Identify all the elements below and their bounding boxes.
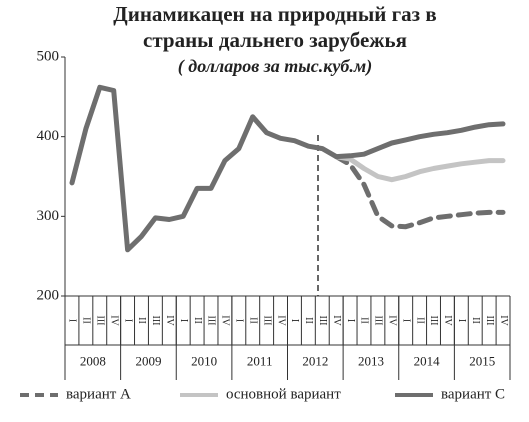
x-tick-label: II [192, 317, 203, 324]
legend-label: основной вариант [226, 386, 341, 402]
x-tick-label: IV [220, 315, 231, 326]
x-tick-label: I [456, 319, 467, 322]
x-tick-label: III [484, 316, 495, 326]
x-tick-label: II [359, 317, 370, 324]
x-tick-label: III [206, 316, 217, 326]
x-tick-label: IV [108, 315, 119, 326]
x-tick-label: I [234, 319, 245, 322]
x-tick-label: II [247, 317, 258, 324]
chart-title: Динамикацен на природный газ в [113, 2, 436, 26]
series-line [333, 154, 506, 230]
x-tick-label: I [178, 319, 189, 322]
x-tick-label: I [345, 319, 356, 322]
x-tick-label: IV [331, 315, 342, 326]
x-tick-label: II [470, 317, 481, 324]
x-tick-label: III [317, 316, 328, 326]
x-tick-label: II [303, 317, 314, 324]
year-label: 2013 [358, 353, 384, 368]
x-tick-label: III [261, 316, 272, 326]
series-line [333, 154, 506, 183]
x-tick-label: I [400, 319, 411, 322]
x-tick-label: III [373, 316, 384, 326]
y-tick-label: 300 [37, 208, 60, 224]
legend-label: вариант А [66, 386, 131, 402]
y-tick-label: 200 [37, 287, 60, 303]
series-line [69, 84, 506, 253]
x-tick-label: III [94, 316, 105, 326]
x-tick-label: IV [442, 315, 453, 326]
x-tick-label: II [414, 317, 425, 324]
x-tick-label: I [122, 319, 133, 322]
x-tick-label: I [67, 319, 78, 322]
x-tick-label: III [150, 316, 161, 326]
x-tick-label: IV [164, 315, 175, 326]
year-label: 2012 [302, 353, 328, 368]
x-tick-label: III [428, 316, 439, 326]
x-tick-label: II [81, 317, 92, 324]
year-label: 2014 [414, 353, 441, 368]
legend-label: вариант С [441, 386, 505, 402]
y-tick-label: 400 [37, 128, 60, 144]
x-tick-label: IV [498, 315, 509, 326]
chart-title: страны дальнего зарубежья [143, 28, 407, 52]
year-label: 2008 [80, 353, 106, 368]
x-tick-label: IV [387, 315, 398, 326]
year-label: 2009 [135, 353, 161, 368]
chart-subtitle: ( долларов за тыс.куб.м) [178, 56, 372, 77]
year-label: 2011 [247, 353, 273, 368]
x-tick-label: I [289, 319, 300, 322]
y-tick-label: 500 [37, 48, 60, 64]
year-label: 2010 [191, 353, 217, 368]
x-tick-label: IV [275, 315, 286, 326]
x-tick-label: II [136, 317, 147, 324]
year-label: 2015 [469, 353, 495, 368]
